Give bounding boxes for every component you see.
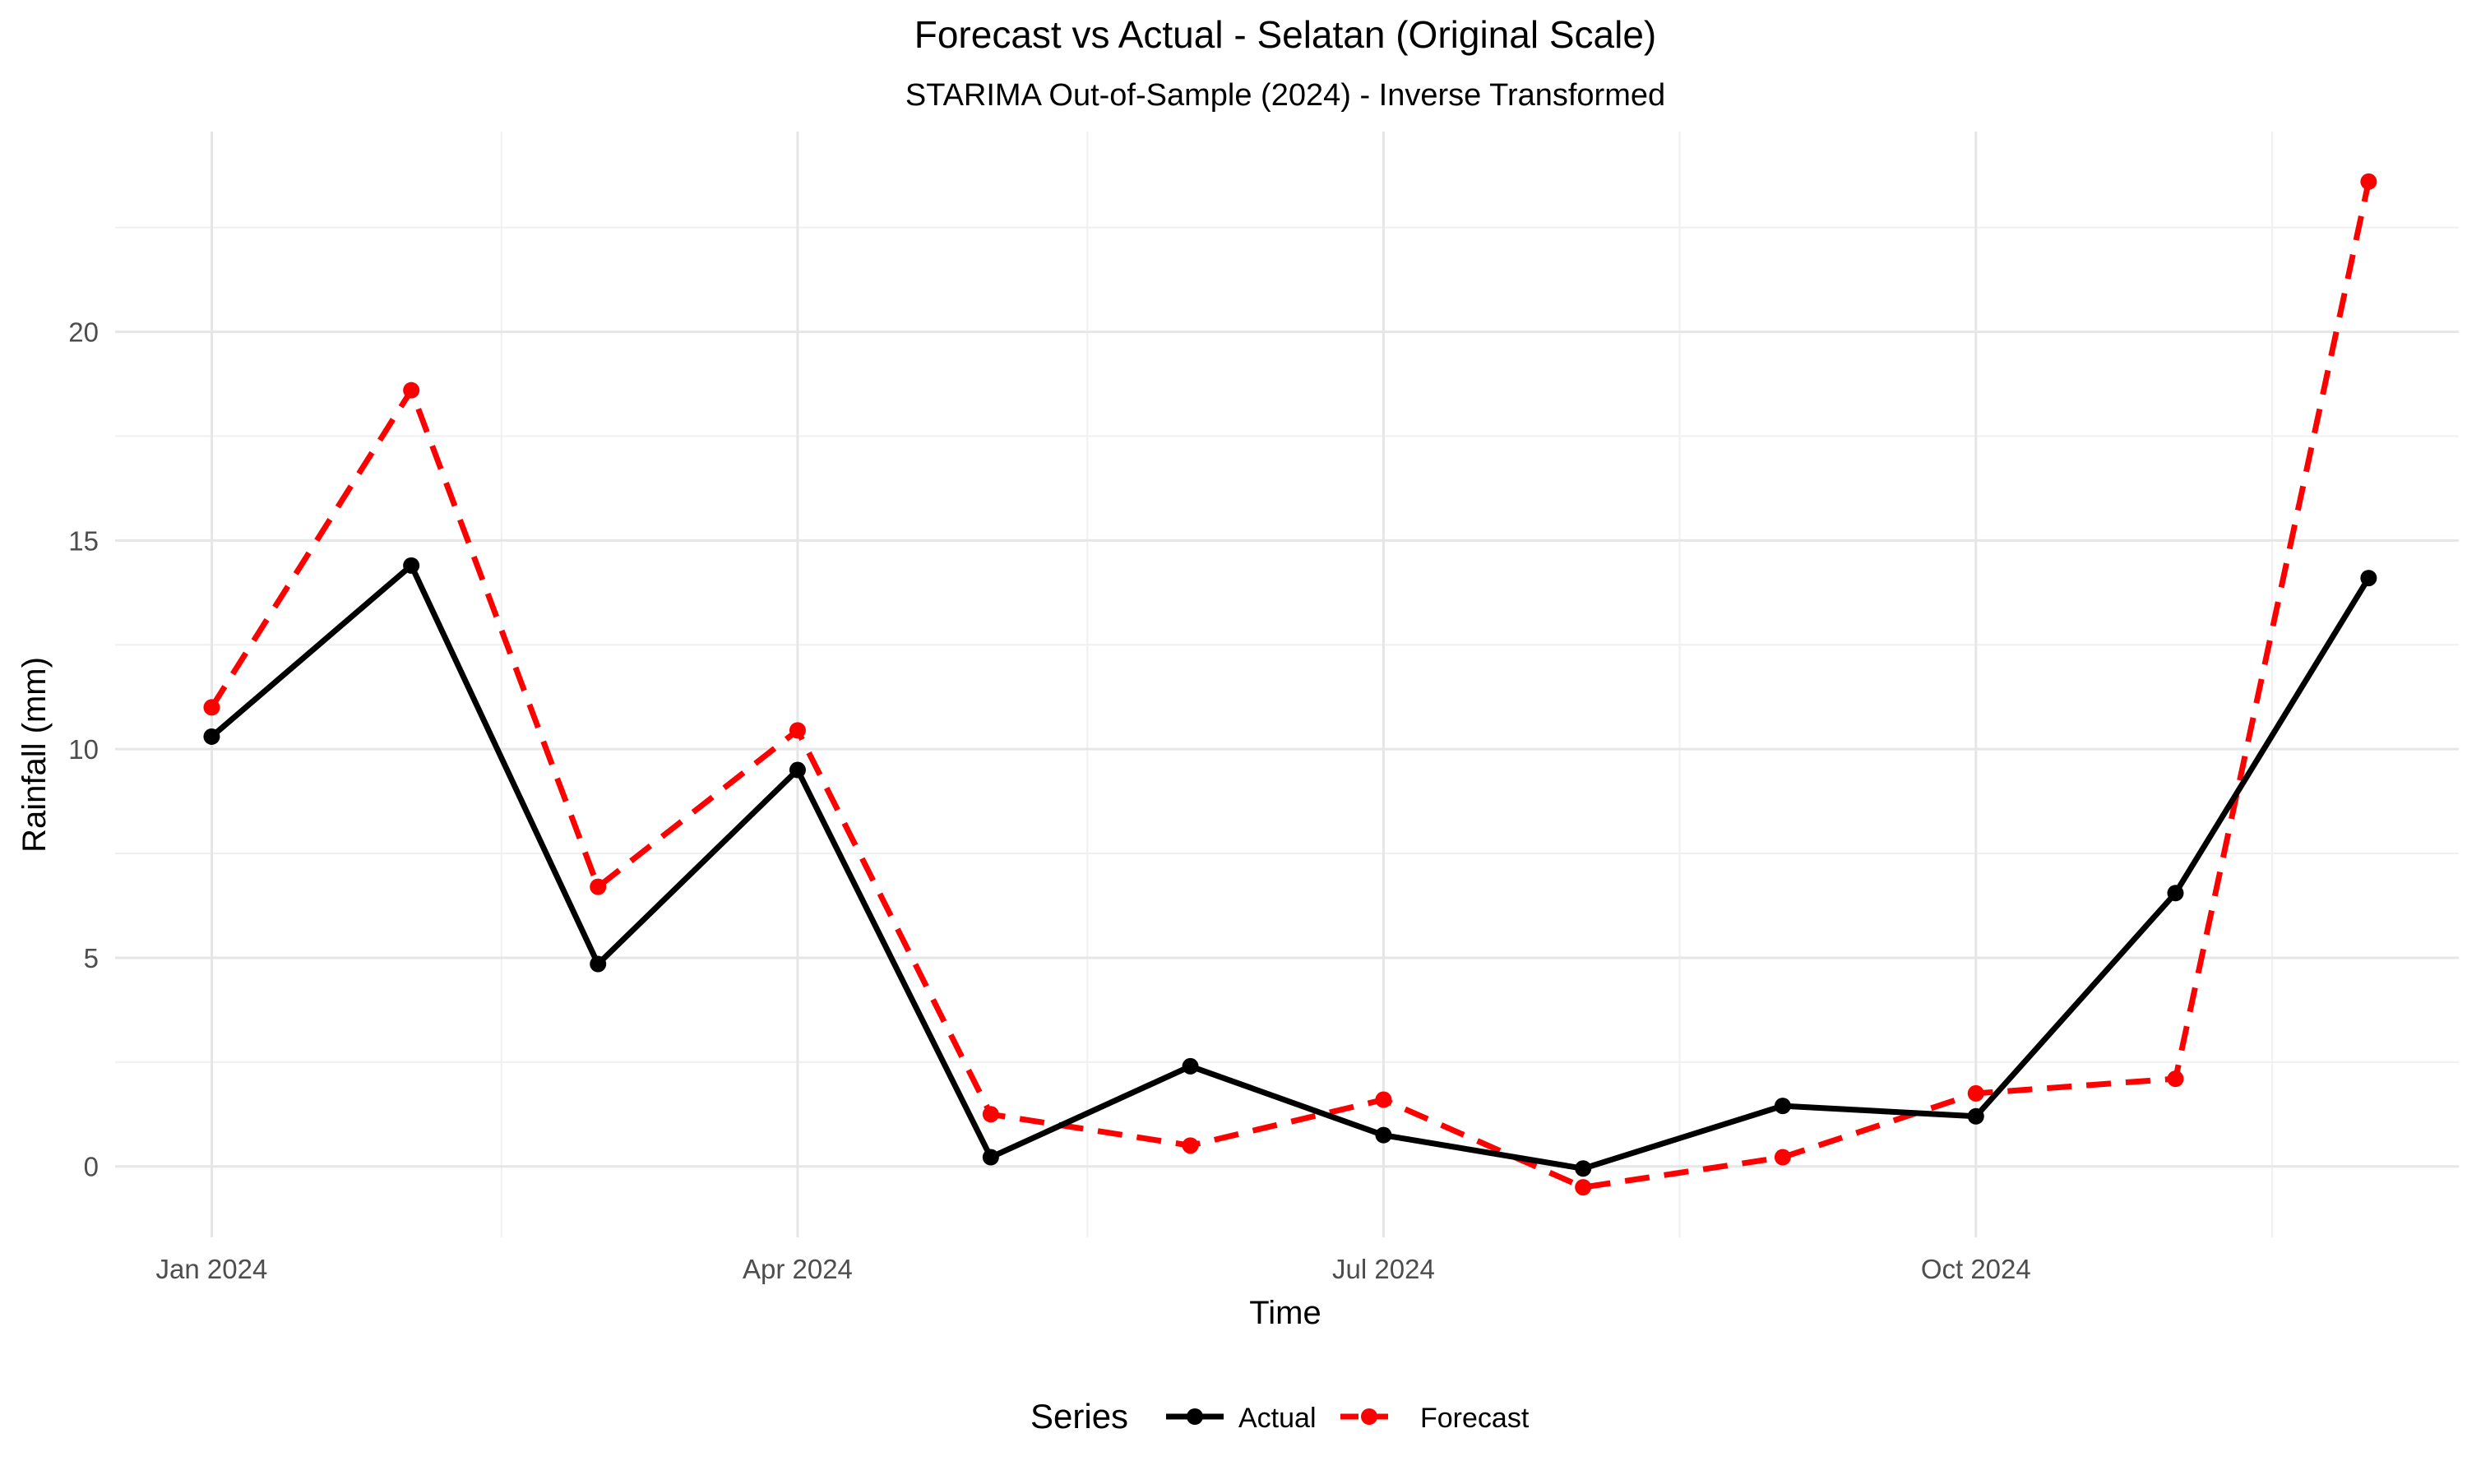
data-point-forecast: [2360, 173, 2377, 190]
x-tick-label: Apr 2024: [743, 1254, 853, 1284]
data-point-forecast: [1967, 1084, 1984, 1102]
data-point-actual: [1182, 1057, 1199, 1075]
data-point-actual: [789, 761, 806, 779]
data-point-forecast: [1182, 1137, 1199, 1154]
legend-marker-forecast: [1361, 1408, 1377, 1425]
legend: Series Actual Forecast: [1030, 1397, 1530, 1435]
legend-label-forecast: Forecast: [1420, 1403, 1530, 1434]
legend-label-actual: Actual: [1238, 1403, 1317, 1434]
data-point-actual: [1774, 1098, 1791, 1115]
y-tick-label: 15: [68, 525, 99, 556]
x-axis-label: Time: [1249, 1295, 1321, 1331]
data-point-forecast: [789, 722, 806, 739]
x-tick-label: Jul 2024: [1332, 1254, 1435, 1284]
data-point-actual: [1375, 1126, 1392, 1144]
data-point-forecast: [403, 381, 420, 399]
data-point-actual: [2360, 570, 2377, 587]
data-point-forecast: [590, 878, 607, 895]
y-tick-label: 0: [84, 1152, 99, 1182]
legend-item-actual: Actual: [1166, 1403, 1317, 1434]
data-point-actual: [1575, 1160, 1592, 1177]
data-point-actual: [982, 1149, 999, 1166]
y-tick-label: 5: [84, 943, 99, 973]
legend-title: Series: [1030, 1397, 1128, 1435]
data-point-actual: [1967, 1107, 1984, 1125]
data-point-forecast: [2167, 1070, 2184, 1088]
grid: [115, 132, 2459, 1237]
legend-marker-actual: [1187, 1408, 1203, 1425]
series-line-forecast: [209, 181, 2372, 1190]
chart-title: Forecast vs Actual - Selatan (Original S…: [914, 13, 1656, 56]
axes: 0 5 10 15 20 Jan 2024 Apr 2024 Jul 2024 Oct 2024: [68, 317, 2030, 1284]
y-tick-label: 20: [68, 317, 99, 348]
data-point-actual: [590, 955, 607, 973]
data-point-actual: [403, 557, 420, 574]
y-tick-label: 10: [68, 734, 99, 765]
y-axis-label: Rainfall (mm): [16, 657, 53, 853]
data-point-forecast: [1575, 1179, 1592, 1196]
data-point-actual: [203, 728, 220, 745]
x-tick-label: Jan 2024: [156, 1254, 268, 1284]
legend-item-forecast: Forecast: [1340, 1403, 1530, 1434]
data-point-forecast: [1375, 1091, 1392, 1108]
data-point-forecast: [982, 1106, 999, 1123]
chart-subtitle: STARIMA Out-of-Sample (2024) - Inverse T…: [905, 78, 1665, 113]
data-point-forecast: [1774, 1149, 1791, 1166]
series-line-actual: [210, 562, 2372, 1172]
data-point-forecast: [203, 699, 220, 716]
data-point-actual: [2167, 885, 2184, 902]
series: [203, 173, 2377, 1196]
x-tick-label: Oct 2024: [1921, 1254, 2031, 1284]
